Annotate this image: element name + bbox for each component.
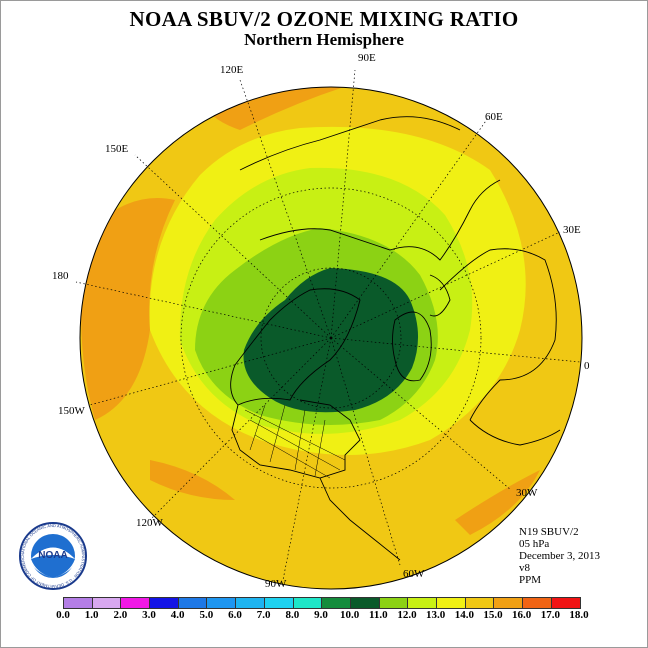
colorbar-tick-label: 9.0 — [314, 609, 328, 621]
lon-label-30e: 30E — [563, 224, 581, 236]
lon-label-0: 0 — [584, 360, 590, 372]
lon-label-90e: 90E — [358, 52, 376, 64]
colorbar-tick-label: 4.0 — [170, 609, 185, 621]
colorbar-segment — [207, 598, 237, 608]
colorbar-segment — [408, 598, 437, 608]
colorbar-tick-label: 13.0 — [426, 609, 446, 621]
field-9-10 — [243, 268, 419, 413]
globe-outline — [79, 86, 583, 590]
latitude-lines — [180, 187, 482, 489]
lon-label-30w: 30W — [516, 487, 538, 499]
colorbar-tick-label: 3.0 — [142, 609, 156, 621]
colorbar-segment — [551, 598, 581, 608]
colorbar-segment — [64, 598, 93, 608]
lon-label-120w: 120W — [136, 517, 164, 529]
colorbar-ticks: 0.0 1.0 2.0 3.0 4.0 5.0 6.0 7.0 8.0 9.0 10.0 11.0 12… — [56, 609, 589, 623]
us-state-borders — [244, 404, 346, 479]
lon-label-180: 180 — [52, 270, 69, 282]
colorbar-tick-label: 15.0 — [483, 609, 503, 621]
colorbar-tick-label: 5.0 — [199, 609, 214, 621]
coastlines — [230, 116, 561, 561]
colorbar-tick-label: 10.0 — [340, 609, 360, 621]
colorbar-tick-label: 6.0 — [228, 609, 242, 621]
colorbar-segment — [379, 598, 409, 608]
colorbar-tick-label: 2.0 — [113, 609, 128, 621]
lon-label-150w: 150W — [58, 405, 86, 417]
lon-label-90w: 90W — [265, 578, 287, 590]
colorbar-tick-label: 8.0 — [285, 609, 300, 621]
noaa-logo: NOAA NATIONAL OCEANIC AND ATMOSPHERIC AD… — [18, 521, 87, 590]
lon-label-150e: 150E — [105, 143, 129, 155]
colorbar-tick-label: 16.0 — [512, 609, 532, 621]
colorbar-tick-label: 18.0 — [569, 609, 589, 621]
figure-title: NOAA SBUV/2 OZONE MIXING RATIO — [129, 7, 519, 31]
longitude-labels: 90E 60E 30E 0 30W 60W 90W 120W 150W 180 … — [52, 52, 590, 590]
colorbar-segment — [436, 598, 466, 608]
colorbar-segment — [523, 598, 552, 608]
info-unit: PPM — [519, 574, 542, 586]
lon-label-60e: 60E — [485, 111, 503, 123]
info-pressure: 05 hPa — [519, 538, 550, 550]
colorbar-segment — [465, 598, 495, 608]
info-version: v8 — [519, 562, 530, 574]
info-satellite: N19 SBUV/2 — [519, 526, 579, 538]
colorbar-segment — [350, 598, 380, 608]
figure-subtitle: Northern Hemisphere — [244, 30, 404, 49]
colorbar — [63, 597, 582, 609]
lon-label-60w: 60W — [403, 568, 425, 580]
colorbar-segment — [178, 598, 208, 608]
colorbar-tick-label: 11.0 — [369, 609, 388, 621]
colorbar-segment — [121, 598, 151, 608]
colorbar-segment — [236, 598, 265, 608]
colorbar-tick-label: 7.0 — [256, 609, 271, 621]
colorbar-tick-label: 12.0 — [397, 609, 417, 621]
colorbar-segment — [293, 598, 323, 608]
ozone-field — [80, 87, 582, 589]
lon-label-120e: 120E — [220, 64, 244, 76]
field-14-15-southwest — [150, 460, 235, 500]
longitude-lines — [75, 69, 581, 581]
colorbar-segment — [150, 598, 179, 608]
colorbar-segment — [264, 598, 294, 608]
info-date: December 3, 2013 — [519, 550, 600, 562]
colorbar-tick-label: 17.0 — [540, 609, 560, 621]
logo-text: NOAA — [38, 550, 67, 561]
colorbar-segment — [322, 598, 351, 608]
info-block: N19 SBUV/2 05 hPa December 3, 2013 v8 PP… — [519, 526, 600, 586]
colorbar-segment — [92, 598, 122, 608]
colorbar-tick-label: 0.0 — [56, 609, 70, 621]
field-14-15-pacific — [81, 198, 175, 420]
colorbar-segment — [494, 598, 523, 608]
colorbar-tick-label: 14.0 — [454, 609, 474, 621]
field-14-15-southeast — [455, 470, 540, 535]
colorbar-tick-label: 1.0 — [84, 609, 99, 621]
